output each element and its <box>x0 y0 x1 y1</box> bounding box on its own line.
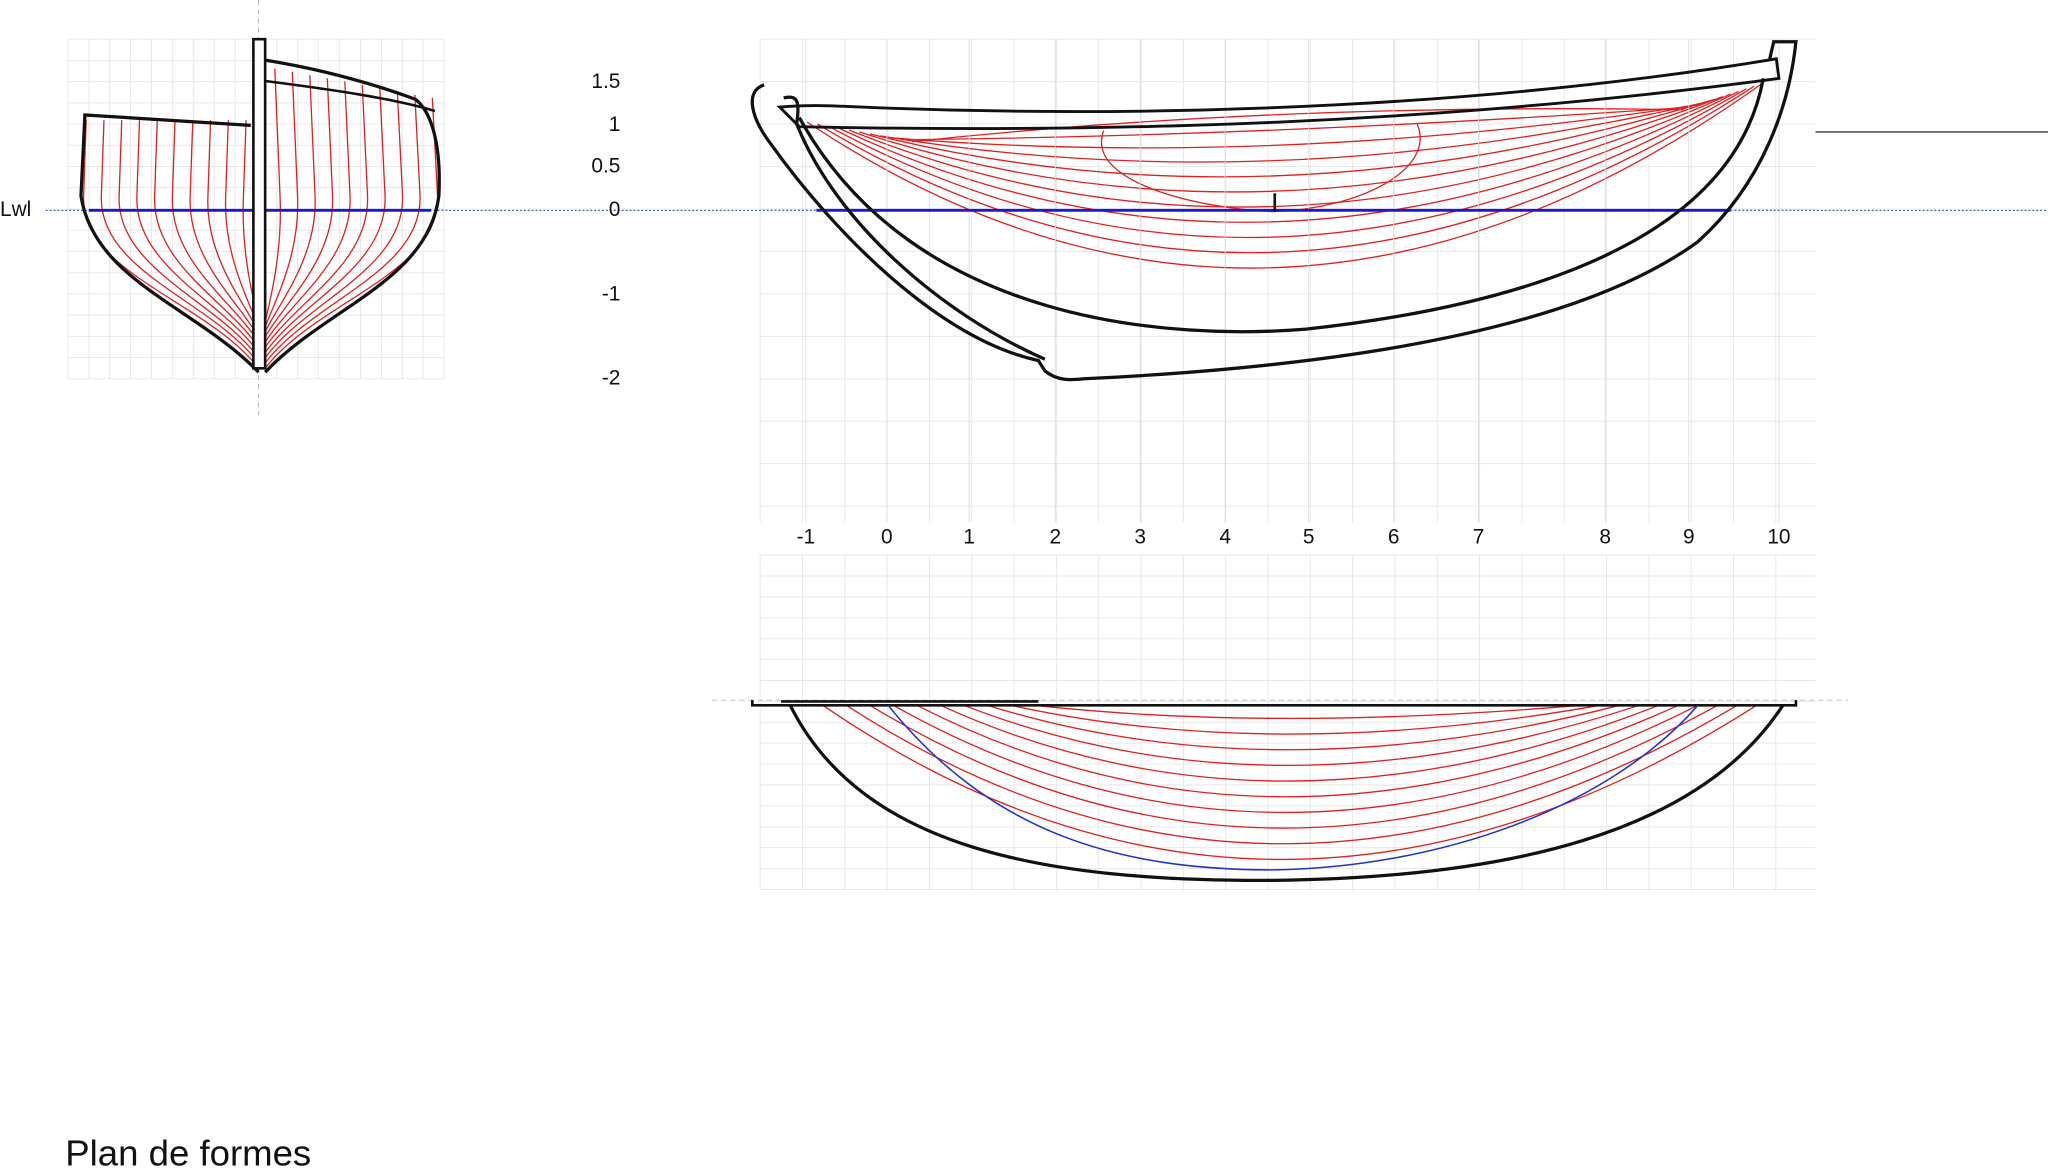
keel-outline <box>750 40 1798 382</box>
contour-line <box>987 704 1620 751</box>
station-label: 1 <box>963 526 975 549</box>
station-label: 0 <box>881 526 893 549</box>
plan-outline <box>788 704 1785 882</box>
deck-line <box>264 79 436 113</box>
station-label: 8 <box>1599 526 1611 549</box>
title: Plan de formes <box>65 1133 311 1172</box>
hull-lines <box>82 39 1780 860</box>
height-scale: 1.5 1 0.5 0 -1 -2 <box>591 70 620 389</box>
rabbet-line <box>797 78 1765 334</box>
contour-line <box>890 103 1700 149</box>
contour-line <box>893 704 1699 814</box>
contour-line <box>940 704 1660 782</box>
scale-label: 0.5 <box>591 155 620 178</box>
scale-label: 0 <box>609 198 621 221</box>
contour-line <box>963 704 1640 766</box>
contour-line <box>264 94 421 364</box>
scale-label: -2 <box>602 366 621 389</box>
contour-line <box>901 106 1692 141</box>
station-label: 7 <box>1473 526 1485 549</box>
contour-line <box>880 101 1708 163</box>
contour-line <box>859 96 1724 193</box>
station-label: 5 <box>1303 526 1315 549</box>
contour-line <box>869 98 1716 178</box>
waterline-label: Lwl <box>0 198 31 221</box>
contour-line <box>817 85 1755 254</box>
plan-deck <box>751 700 1798 707</box>
contour-line <box>838 90 1739 223</box>
contour-line <box>100 120 260 364</box>
contour-line <box>846 704 1738 845</box>
station-label: 10 <box>1767 526 1790 549</box>
station-label: 3 <box>1134 526 1146 549</box>
contour-line <box>264 78 334 338</box>
contour-line <box>264 81 351 343</box>
station-label: -1 <box>797 526 816 549</box>
contour-line <box>806 83 1763 269</box>
contour-line <box>822 704 1758 860</box>
station-label: 6 <box>1388 526 1400 549</box>
scale-label: -1 <box>602 283 621 306</box>
scale-label: 1.5 <box>591 70 620 93</box>
contour-line <box>189 120 260 338</box>
contour-line <box>827 88 1747 239</box>
contour-line <box>869 704 1718 829</box>
keel-section <box>252 37 267 370</box>
contour-line <box>916 704 1679 798</box>
contour-line <box>911 108 1684 143</box>
scale-label: 1 <box>609 113 621 136</box>
contour-line <box>848 93 1731 208</box>
station-label: 2 <box>1050 526 1062 549</box>
contour-line <box>264 88 386 354</box>
contour-line <box>1034 704 1581 720</box>
contour-line <box>264 68 282 322</box>
contour-line <box>264 75 316 333</box>
contour-line <box>1010 704 1601 735</box>
contour-line <box>171 120 260 343</box>
grid <box>67 38 1816 891</box>
contour-line <box>207 120 260 333</box>
body-outline-left <box>79 113 260 374</box>
contour-line <box>264 71 299 327</box>
stem <box>783 95 1046 361</box>
station-label: 9 <box>1683 526 1695 549</box>
station-label: 4 <box>1219 526 1231 549</box>
sheer <box>776 57 1781 131</box>
plan-waterline <box>887 704 1699 871</box>
station-labels: -1 0 1 2 3 4 5 6 7 8 9 10 <box>797 526 1791 549</box>
body-outline-right <box>263 58 441 374</box>
